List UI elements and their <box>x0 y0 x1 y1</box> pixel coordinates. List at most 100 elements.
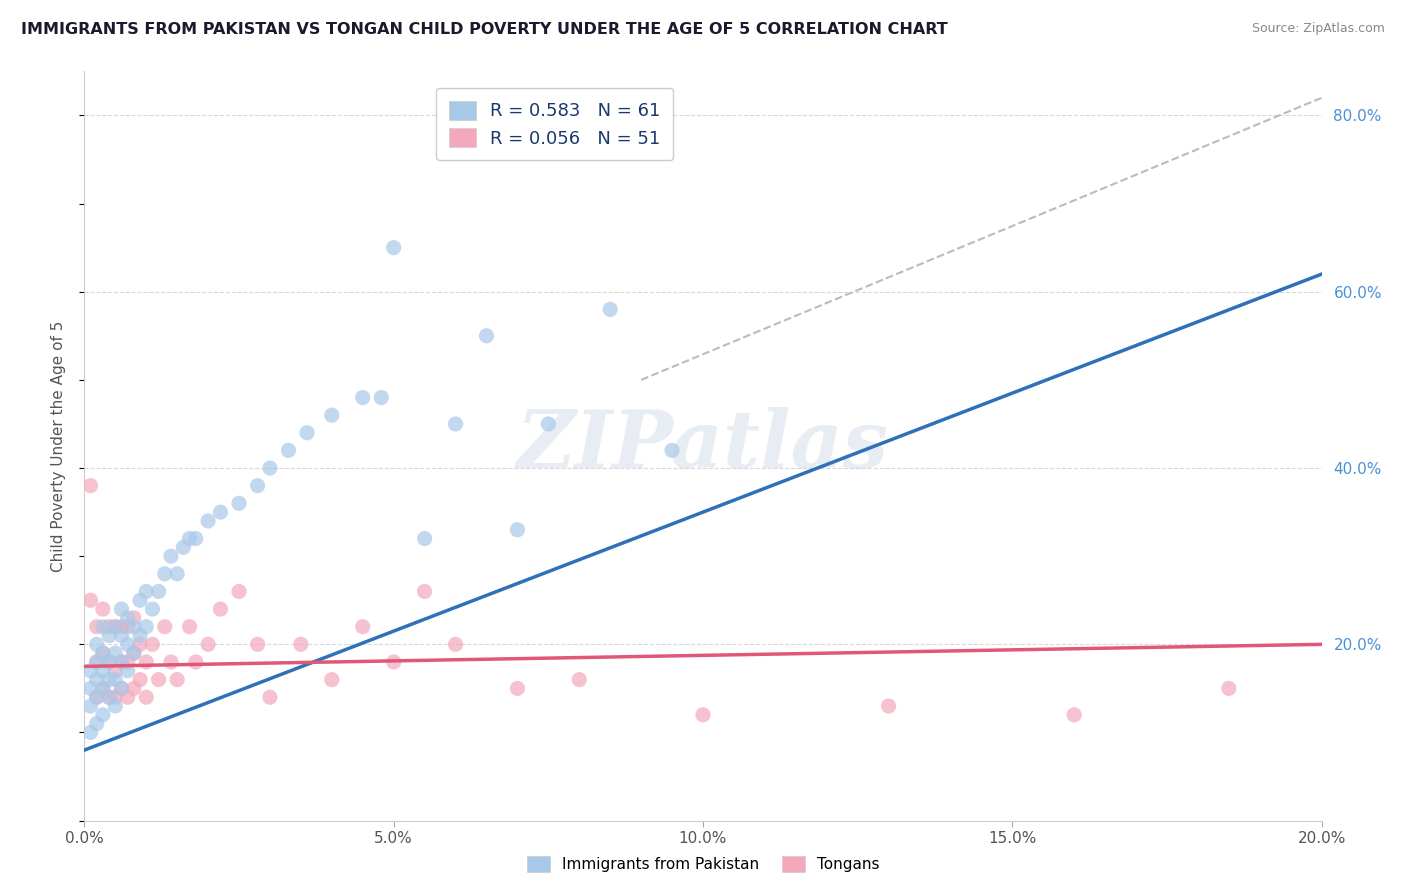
Point <box>122 620 145 634</box>
Point <box>382 241 405 255</box>
Point <box>122 681 145 696</box>
Point <box>91 681 114 696</box>
Point <box>98 673 121 687</box>
Point <box>79 593 101 607</box>
Point <box>259 461 281 475</box>
Point <box>91 602 114 616</box>
Point <box>122 611 145 625</box>
Point <box>877 699 900 714</box>
Point <box>79 478 101 492</box>
Point <box>209 602 232 616</box>
Point <box>295 425 318 440</box>
Point <box>1218 681 1240 696</box>
Point <box>129 673 152 687</box>
Point <box>117 690 139 705</box>
Point <box>86 690 108 705</box>
Point <box>117 655 139 669</box>
Point <box>91 681 114 696</box>
Text: Source: ZipAtlas.com: Source: ZipAtlas.com <box>1251 22 1385 36</box>
Point <box>98 690 121 705</box>
Point <box>104 673 127 687</box>
Point <box>98 620 121 634</box>
Point <box>537 417 560 431</box>
Point <box>246 478 269 492</box>
Point <box>86 637 108 651</box>
Point <box>141 637 163 651</box>
Point <box>444 637 467 651</box>
Point <box>153 620 176 634</box>
Point <box>86 620 108 634</box>
Text: IMMIGRANTS FROM PAKISTAN VS TONGAN CHILD POVERTY UNDER THE AGE OF 5 CORRELATION : IMMIGRANTS FROM PAKISTAN VS TONGAN CHILD… <box>21 22 948 37</box>
Y-axis label: Child Poverty Under the Age of 5: Child Poverty Under the Age of 5 <box>51 320 66 572</box>
Point <box>228 496 250 510</box>
Point <box>179 620 201 634</box>
Point <box>110 655 132 669</box>
Point <box>117 664 139 678</box>
Point <box>79 681 101 696</box>
Point <box>104 664 127 678</box>
Point <box>79 725 101 739</box>
Point <box>228 584 250 599</box>
Point <box>197 637 219 651</box>
Point <box>599 302 621 317</box>
Point <box>135 620 157 634</box>
Text: ZIPatlas: ZIPatlas <box>517 408 889 484</box>
Point <box>104 620 127 634</box>
Point <box>184 655 207 669</box>
Point <box>148 584 170 599</box>
Point <box>197 514 219 528</box>
Point <box>506 523 529 537</box>
Point <box>160 655 183 669</box>
Point <box>506 681 529 696</box>
Point <box>475 328 498 343</box>
Point <box>110 602 132 616</box>
Point <box>104 690 127 705</box>
Point <box>129 593 152 607</box>
Point <box>79 664 101 678</box>
Point <box>352 620 374 634</box>
Point <box>141 602 163 616</box>
Point <box>184 532 207 546</box>
Point <box>98 655 121 669</box>
Point <box>110 681 132 696</box>
Point <box>382 655 405 669</box>
Point <box>117 620 139 634</box>
Point <box>209 505 232 519</box>
Legend: Immigrants from Pakistan, Tongans: Immigrants from Pakistan, Tongans <box>519 848 887 880</box>
Point <box>79 699 101 714</box>
Point <box>172 541 194 555</box>
Point <box>91 646 114 660</box>
Point <box>444 417 467 431</box>
Point <box>413 532 436 546</box>
Point <box>86 655 108 669</box>
Point <box>352 391 374 405</box>
Point <box>259 690 281 705</box>
Point <box>661 443 683 458</box>
Point <box>179 532 201 546</box>
Point <box>153 566 176 581</box>
Point <box>321 673 343 687</box>
Point <box>86 673 108 687</box>
Point <box>129 628 152 642</box>
Point <box>104 646 127 660</box>
Point <box>246 637 269 651</box>
Point <box>277 443 299 458</box>
Point <box>91 646 114 660</box>
Point <box>110 620 132 634</box>
Point <box>135 584 157 599</box>
Point <box>104 699 127 714</box>
Point <box>91 664 114 678</box>
Point <box>86 690 108 705</box>
Point <box>91 620 114 634</box>
Point <box>122 646 145 660</box>
Point <box>568 673 591 687</box>
Point <box>160 549 183 564</box>
Point <box>135 655 157 669</box>
Point <box>166 566 188 581</box>
Point <box>110 655 132 669</box>
Point <box>110 628 132 642</box>
Point <box>91 707 114 722</box>
Point <box>1063 707 1085 722</box>
Point <box>98 655 121 669</box>
Point <box>692 707 714 722</box>
